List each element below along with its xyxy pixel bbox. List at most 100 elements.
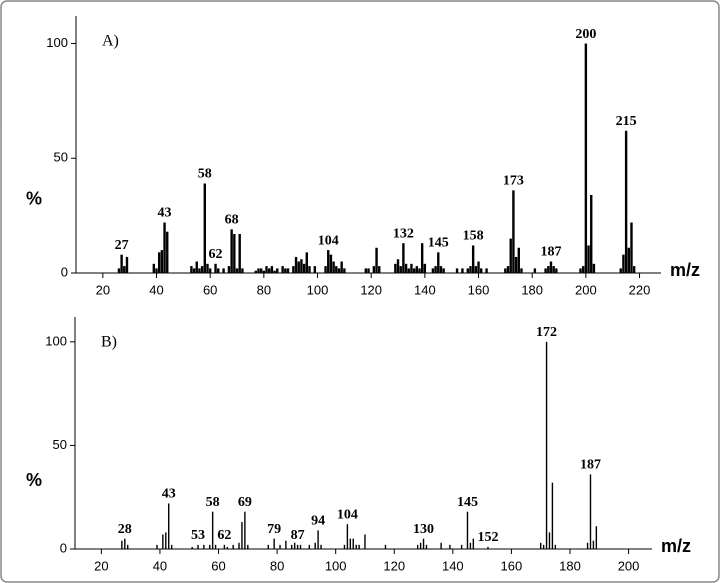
- peak: [378, 266, 381, 273]
- y-axis-label: %: [26, 470, 42, 490]
- peak-label: 104: [318, 233, 339, 248]
- peak: [197, 544, 199, 549]
- x-tick-label: 40: [153, 558, 167, 573]
- peak: [168, 503, 170, 549]
- peak: [472, 538, 475, 549]
- peak: [223, 544, 226, 549]
- peak-label: 68: [225, 213, 239, 228]
- peak: [200, 266, 204, 273]
- x-tick-label: 200: [618, 558, 640, 573]
- peak: [407, 268, 410, 273]
- peak: [291, 544, 293, 549]
- peak: [423, 263, 427, 273]
- peak: [412, 268, 416, 273]
- peak: [419, 542, 422, 549]
- peak: [265, 266, 268, 273]
- peak-label: 69: [238, 495, 252, 510]
- peak: [402, 243, 405, 273]
- peak: [437, 252, 440, 273]
- y-tick-label: 50: [53, 437, 67, 452]
- peak: [329, 254, 333, 273]
- peak: [581, 266, 585, 273]
- peak: [123, 266, 126, 273]
- x-tick-label: 20: [96, 282, 110, 297]
- peak: [285, 540, 287, 549]
- peak: [358, 544, 360, 549]
- peak-label: 187: [580, 458, 601, 473]
- peak: [227, 266, 231, 273]
- peak: [422, 538, 425, 549]
- peak: [355, 544, 357, 549]
- peak: [586, 542, 589, 549]
- peak-label: 130: [413, 522, 434, 537]
- peak: [415, 266, 419, 273]
- peak: [343, 268, 346, 273]
- peak: [512, 190, 515, 273]
- peak: [162, 534, 164, 549]
- peak: [349, 538, 352, 549]
- peak: [166, 231, 169, 273]
- peak: [209, 544, 211, 549]
- peak-label: 58: [198, 167, 212, 182]
- peak: [281, 266, 284, 273]
- x-tick-label: 180: [521, 282, 543, 297]
- peak-label: 173: [503, 174, 524, 189]
- peak: [533, 268, 537, 273]
- peak: [592, 540, 595, 549]
- x-axis-label: m/z: [670, 260, 700, 280]
- peak: [254, 270, 257, 273]
- peak: [410, 263, 413, 273]
- panel-label: B): [101, 334, 117, 351]
- peak: [504, 268, 507, 273]
- peak: [170, 544, 173, 549]
- panel-label: A): [102, 33, 119, 50]
- peak: [590, 194, 593, 273]
- peak: [157, 252, 161, 273]
- peak: [540, 542, 542, 549]
- peak-label: 53: [191, 528, 205, 543]
- x-tick-label: 220: [629, 282, 651, 297]
- y-tick-label: 100: [45, 333, 67, 348]
- peak: [471, 245, 475, 273]
- x-tick-label: 40: [149, 282, 163, 297]
- peak-label: 79: [267, 522, 281, 537]
- peak: [584, 43, 588, 274]
- peak: [595, 526, 598, 549]
- peak: [317, 530, 319, 549]
- peak: [125, 256, 129, 273]
- peak: [267, 544, 270, 549]
- y-tick-label: 50: [54, 150, 68, 165]
- peak: [622, 254, 625, 273]
- peak: [485, 268, 488, 273]
- peak: [268, 268, 271, 273]
- peak: [431, 268, 435, 273]
- peak: [425, 544, 428, 549]
- peak: [394, 263, 397, 273]
- peak: [241, 522, 243, 549]
- peak: [284, 268, 287, 273]
- peak: [589, 474, 592, 549]
- peak: [233, 233, 236, 273]
- peak: [190, 266, 193, 273]
- peak: [384, 544, 387, 549]
- peak: [235, 268, 239, 273]
- peak: [343, 544, 346, 549]
- peak: [466, 511, 469, 549]
- peak: [286, 268, 290, 273]
- peak: [337, 268, 341, 273]
- peak: [192, 268, 196, 273]
- peak: [440, 542, 442, 549]
- peak-label: 215: [616, 114, 637, 129]
- peak: [156, 544, 158, 549]
- peak: [554, 544, 557, 549]
- peak: [230, 229, 233, 273]
- y-tick-label: 0: [60, 540, 67, 555]
- peak: [305, 252, 308, 273]
- x-tick-label: 120: [360, 282, 382, 297]
- x-tick-label: 100: [325, 558, 347, 573]
- peak: [208, 268, 212, 273]
- peak: [420, 243, 424, 273]
- y-tick-label: 0: [61, 264, 68, 279]
